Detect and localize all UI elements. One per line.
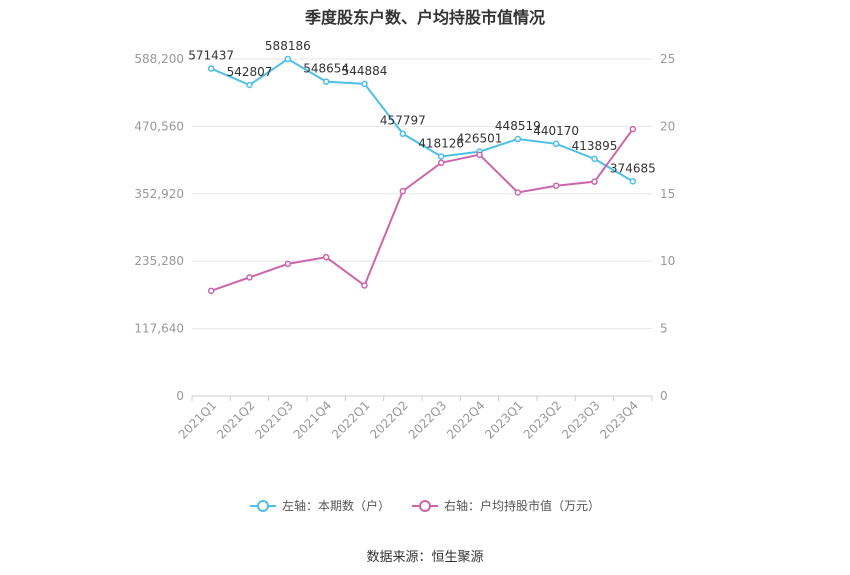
legend-item-avg-value[interactable]: 右轴：户均持股市值（万元） — [412, 497, 600, 514]
right-tick-label: 25 — [660, 52, 675, 66]
x-tick-label: 2022Q2 — [367, 398, 411, 442]
x-tick-label: 2023Q3 — [559, 398, 603, 442]
holders-point — [552, 140, 560, 148]
left-tick-label: 117,640 — [134, 322, 184, 336]
right-tick-label: 20 — [660, 119, 675, 133]
left-tick-label: 0 — [176, 389, 184, 403]
holders-data-label: 457797 — [380, 114, 426, 128]
holders-point — [284, 55, 292, 63]
legend-avg-value-label: 右轴：户均持股市值（万元） — [444, 499, 601, 513]
holders-line — [210, 57, 634, 183]
avg-value-point — [361, 282, 368, 289]
holders-point — [437, 153, 445, 160]
x-tick-label: 2022Q4 — [444, 398, 488, 442]
holders-point — [629, 178, 637, 185]
holders-data-label: 418126 — [418, 136, 464, 150]
x-tick-label: 2021Q3 — [252, 398, 296, 442]
holders-point — [591, 155, 598, 163]
right-tick-label: 15 — [660, 187, 675, 201]
avg-value-point — [284, 260, 292, 268]
legend-holders-swatch — [249, 499, 276, 512]
holders-point — [399, 130, 407, 137]
right-tick-label: 5 — [660, 322, 668, 336]
chart-title: 季度股东户数、户均持股市值情况 — [304, 8, 545, 27]
left-tick-label: 352,920 — [134, 187, 184, 201]
legend-item-holders[interactable]: 左轴：本期数（户） — [249, 497, 390, 514]
avg-value-line — [210, 128, 634, 292]
legend: 左轴：本期数（户） 右轴：户均持股市值（万元） — [0, 497, 850, 514]
series-lines — [207, 55, 637, 295]
x-tick-label: 2021Q2 — [214, 398, 258, 442]
legend-avg-value-swatch — [412, 499, 438, 512]
holders-data-label: 588186 — [265, 39, 311, 53]
holders-data-label: 542807 — [227, 65, 273, 79]
holders-data-label: 544884 — [342, 64, 388, 78]
avg-value-point — [246, 274, 253, 281]
right-tick-label: 10 — [660, 254, 675, 268]
source-note: 数据来源：恒生聚源 — [366, 550, 484, 565]
holders-data-label: 440170 — [533, 124, 579, 138]
axes: 0 117,640 235,280 352,920 470,560 588,200 0 5 10… — [134, 52, 675, 442]
avg-value-point — [399, 187, 407, 195]
holders-data-label: 426501 — [457, 132, 503, 146]
x-tick-label: 2022Q3 — [406, 398, 450, 442]
x-tick-label: 2023Q1 — [482, 398, 526, 442]
left-tick-label: 588,200 — [134, 52, 184, 66]
left-tick-label: 235,280 — [134, 254, 184, 268]
avg-value-point — [437, 159, 445, 167]
avg-value-point — [322, 253, 330, 261]
x-tick-label: 2022Q1 — [329, 398, 373, 442]
x-tick-label: 2023Q2 — [521, 398, 565, 442]
holders-point — [361, 80, 368, 88]
x-tick-label: 2021Q4 — [291, 398, 335, 442]
x-tick-label: 2021Q1 — [176, 398, 220, 442]
avg-value-point — [207, 287, 215, 295]
avg-value-point — [476, 151, 483, 158]
holders-data-label: 548654 — [303, 62, 349, 76]
holders-data-label: 448519 — [495, 119, 541, 133]
chart-plot: 0 117,640 235,280 352,920 470,560 588,200 0 5 10… — [134, 39, 675, 442]
right-tick-label: 0 — [660, 389, 668, 403]
avg-value-point — [629, 125, 637, 133]
grid-lines — [192, 58, 652, 330]
holders-point — [322, 78, 330, 85]
avg-value-point — [552, 182, 560, 189]
x-tick-label: 2023Q4 — [597, 398, 641, 442]
holders-data-label: 571437 — [188, 49, 234, 63]
avg-value-point — [591, 178, 598, 185]
holders-data-label: 413895 — [572, 139, 618, 153]
holders-point — [246, 81, 253, 89]
avg-value-point — [514, 189, 522, 196]
holders-point — [514, 135, 522, 143]
legend-holders-label: 左轴：本期数（户） — [281, 499, 390, 513]
left-tick-label: 470,560 — [134, 119, 184, 133]
holders-data-label: 374685 — [610, 161, 656, 175]
holders-point — [207, 65, 215, 72]
